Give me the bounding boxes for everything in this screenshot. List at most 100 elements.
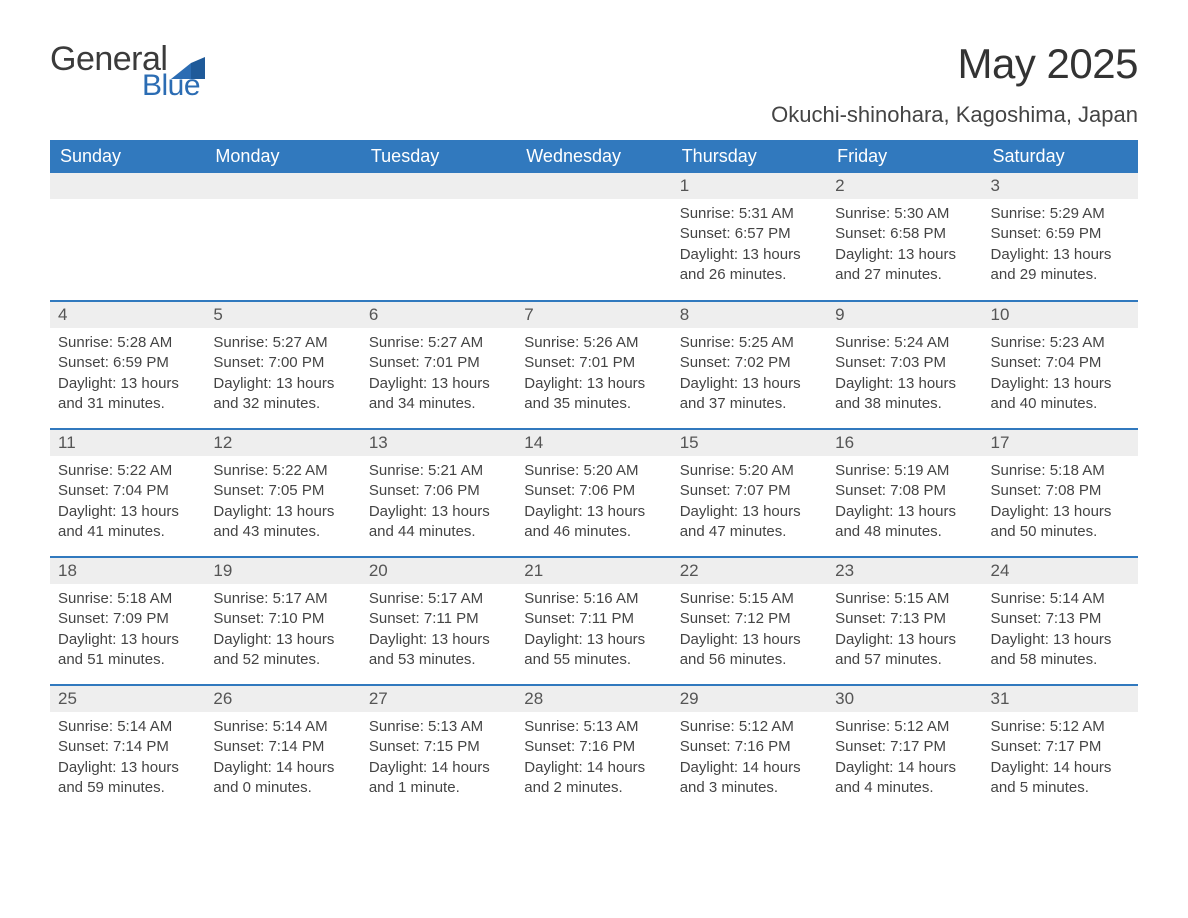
day-details: Sunrise: 5:12 AMSunset: 7:17 PMDaylight:… — [983, 712, 1138, 800]
sunrise-line: Sunrise: 5:13 AM — [369, 717, 508, 737]
sunrise-line: Sunrise: 5:30 AM — [835, 204, 974, 224]
sunrise-line: Sunrise: 5:13 AM — [524, 717, 663, 737]
daylight-line: Daylight: 13 hours and 34 minutes. — [369, 374, 508, 415]
sunrise-line: Sunrise: 5:25 AM — [680, 333, 819, 353]
day-details: Sunrise: 5:29 AMSunset: 6:59 PMDaylight:… — [983, 199, 1138, 287]
sunrise-line: Sunrise: 5:15 AM — [680, 589, 819, 609]
day-details: Sunrise: 5:19 AMSunset: 7:08 PMDaylight:… — [827, 456, 982, 544]
sunset-line: Sunset: 7:12 PM — [680, 609, 819, 629]
calendar-week-row: 25Sunrise: 5:14 AMSunset: 7:14 PMDayligh… — [50, 685, 1138, 813]
sunset-line: Sunset: 7:05 PM — [213, 481, 352, 501]
weekday-header: Friday — [827, 140, 982, 173]
sunset-line: Sunset: 7:08 PM — [991, 481, 1130, 501]
sunrise-line: Sunrise: 5:26 AM — [524, 333, 663, 353]
sunset-line: Sunset: 7:02 PM — [680, 353, 819, 373]
daylight-line: Daylight: 13 hours and 44 minutes. — [369, 502, 508, 543]
daylight-line: Daylight: 13 hours and 43 minutes. — [213, 502, 352, 543]
daylight-line: Daylight: 14 hours and 0 minutes. — [213, 758, 352, 799]
calendar-day-cell: 21Sunrise: 5:16 AMSunset: 7:11 PMDayligh… — [516, 557, 671, 685]
day-details: Sunrise: 5:26 AMSunset: 7:01 PMDaylight:… — [516, 328, 671, 416]
daylight-line: Daylight: 13 hours and 53 minutes. — [369, 630, 508, 671]
calendar-day-cell: 29Sunrise: 5:12 AMSunset: 7:16 PMDayligh… — [672, 685, 827, 813]
day-number-bar — [361, 173, 516, 199]
daylight-line: Daylight: 13 hours and 40 minutes. — [991, 374, 1130, 415]
daylight-line: Daylight: 13 hours and 58 minutes. — [991, 630, 1130, 671]
daylight-line: Daylight: 13 hours and 57 minutes. — [835, 630, 974, 671]
day-details: Sunrise: 5:15 AMSunset: 7:12 PMDaylight:… — [672, 584, 827, 672]
sunrise-line: Sunrise: 5:18 AM — [991, 461, 1130, 481]
sunrise-line: Sunrise: 5:29 AM — [991, 204, 1130, 224]
sunset-line: Sunset: 7:11 PM — [369, 609, 508, 629]
sunrise-line: Sunrise: 5:27 AM — [369, 333, 508, 353]
calendar-day-cell: 23Sunrise: 5:15 AMSunset: 7:13 PMDayligh… — [827, 557, 982, 685]
day-details: Sunrise: 5:14 AMSunset: 7:14 PMDaylight:… — [205, 712, 360, 800]
day-number: 31 — [983, 686, 1138, 712]
sunset-line: Sunset: 7:06 PM — [369, 481, 508, 501]
sunset-line: Sunset: 7:04 PM — [58, 481, 197, 501]
calendar-day-cell: 7Sunrise: 5:26 AMSunset: 7:01 PMDaylight… — [516, 301, 671, 429]
day-details: Sunrise: 5:14 AMSunset: 7:13 PMDaylight:… — [983, 584, 1138, 672]
weekday-header: Thursday — [672, 140, 827, 173]
logo-text-blue: Blue — [142, 69, 200, 103]
sunset-line: Sunset: 7:15 PM — [369, 737, 508, 757]
sunrise-line: Sunrise: 5:27 AM — [213, 333, 352, 353]
sunrise-line: Sunrise: 5:23 AM — [991, 333, 1130, 353]
day-details: Sunrise: 5:13 AMSunset: 7:16 PMDaylight:… — [516, 712, 671, 800]
calendar-day-cell: 22Sunrise: 5:15 AMSunset: 7:12 PMDayligh… — [672, 557, 827, 685]
sunset-line: Sunset: 7:01 PM — [524, 353, 663, 373]
calendar-day-cell: 18Sunrise: 5:18 AMSunset: 7:09 PMDayligh… — [50, 557, 205, 685]
sunrise-line: Sunrise: 5:14 AM — [213, 717, 352, 737]
sunrise-line: Sunrise: 5:12 AM — [991, 717, 1130, 737]
day-details: Sunrise: 5:13 AMSunset: 7:15 PMDaylight:… — [361, 712, 516, 800]
sunrise-line: Sunrise: 5:19 AM — [835, 461, 974, 481]
day-details: Sunrise: 5:17 AMSunset: 7:10 PMDaylight:… — [205, 584, 360, 672]
calendar-day-cell — [205, 173, 360, 301]
header: General Blue May 2025 Okuchi-shinohara, … — [50, 40, 1138, 128]
sunset-line: Sunset: 7:09 PM — [58, 609, 197, 629]
daylight-line: Daylight: 13 hours and 29 minutes. — [991, 245, 1130, 286]
day-number: 17 — [983, 430, 1138, 456]
daylight-line: Daylight: 13 hours and 35 minutes. — [524, 374, 663, 415]
calendar-day-cell — [516, 173, 671, 301]
daylight-line: Daylight: 14 hours and 1 minute. — [369, 758, 508, 799]
daylight-line: Daylight: 13 hours and 31 minutes. — [58, 374, 197, 415]
daylight-line: Daylight: 13 hours and 46 minutes. — [524, 502, 663, 543]
day-details: Sunrise: 5:20 AMSunset: 7:07 PMDaylight:… — [672, 456, 827, 544]
day-number: 7 — [516, 302, 671, 328]
day-number: 4 — [50, 302, 205, 328]
day-number: 30 — [827, 686, 982, 712]
page-title: May 2025 — [771, 40, 1138, 88]
daylight-line: Daylight: 13 hours and 50 minutes. — [991, 502, 1130, 543]
calendar-day-cell: 5Sunrise: 5:27 AMSunset: 7:00 PMDaylight… — [205, 301, 360, 429]
sunrise-line: Sunrise: 5:20 AM — [524, 461, 663, 481]
sunrise-line: Sunrise: 5:16 AM — [524, 589, 663, 609]
sunset-line: Sunset: 7:16 PM — [524, 737, 663, 757]
calendar-day-cell: 28Sunrise: 5:13 AMSunset: 7:16 PMDayligh… — [516, 685, 671, 813]
sunrise-line: Sunrise: 5:15 AM — [835, 589, 974, 609]
calendar-day-cell: 14Sunrise: 5:20 AMSunset: 7:06 PMDayligh… — [516, 429, 671, 557]
weekday-header: Saturday — [983, 140, 1138, 173]
day-number: 1 — [672, 173, 827, 199]
calendar-day-cell — [361, 173, 516, 301]
daylight-line: Daylight: 13 hours and 26 minutes. — [680, 245, 819, 286]
sunset-line: Sunset: 6:57 PM — [680, 224, 819, 244]
sunset-line: Sunset: 7:14 PM — [213, 737, 352, 757]
calendar-table: Sunday Monday Tuesday Wednesday Thursday… — [50, 140, 1138, 813]
sunrise-line: Sunrise: 5:22 AM — [58, 461, 197, 481]
day-details: Sunrise: 5:28 AMSunset: 6:59 PMDaylight:… — [50, 328, 205, 416]
daylight-line: Daylight: 14 hours and 2 minutes. — [524, 758, 663, 799]
day-number-bar — [516, 173, 671, 199]
day-details: Sunrise: 5:22 AMSunset: 7:04 PMDaylight:… — [50, 456, 205, 544]
weekday-header-row: Sunday Monday Tuesday Wednesday Thursday… — [50, 140, 1138, 173]
day-number: 13 — [361, 430, 516, 456]
sunrise-line: Sunrise: 5:18 AM — [58, 589, 197, 609]
weekday-header: Sunday — [50, 140, 205, 173]
sunrise-line: Sunrise: 5:24 AM — [835, 333, 974, 353]
sunset-line: Sunset: 7:13 PM — [991, 609, 1130, 629]
day-number: 23 — [827, 558, 982, 584]
weekday-header: Monday — [205, 140, 360, 173]
day-number-bar — [50, 173, 205, 199]
day-number: 8 — [672, 302, 827, 328]
day-number: 26 — [205, 686, 360, 712]
day-number: 10 — [983, 302, 1138, 328]
